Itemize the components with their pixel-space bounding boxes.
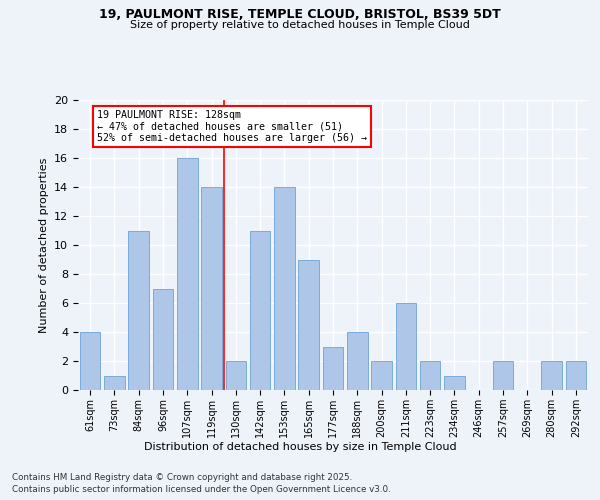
Text: Size of property relative to detached houses in Temple Cloud: Size of property relative to detached ho…	[130, 20, 470, 30]
Text: 19, PAULMONT RISE, TEMPLE CLOUD, BRISTOL, BS39 5DT: 19, PAULMONT RISE, TEMPLE CLOUD, BRISTOL…	[99, 8, 501, 20]
Bar	[128, 230, 149, 390]
Bar	[201, 187, 222, 390]
Text: Contains public sector information licensed under the Open Government Licence v3: Contains public sector information licen…	[12, 485, 391, 494]
Bar	[152, 288, 173, 390]
Bar	[323, 346, 343, 390]
Bar	[226, 361, 246, 390]
Bar	[420, 361, 440, 390]
Bar	[274, 187, 295, 390]
Bar	[493, 361, 514, 390]
Bar	[541, 361, 562, 390]
Bar	[444, 376, 465, 390]
Y-axis label: Number of detached properties: Number of detached properties	[38, 158, 49, 332]
Text: Contains HM Land Registry data © Crown copyright and database right 2025.: Contains HM Land Registry data © Crown c…	[12, 472, 352, 482]
Bar	[347, 332, 368, 390]
Bar	[177, 158, 197, 390]
Bar	[104, 376, 125, 390]
Text: Distribution of detached houses by size in Temple Cloud: Distribution of detached houses by size …	[143, 442, 457, 452]
Bar	[80, 332, 100, 390]
Bar	[250, 230, 271, 390]
Bar	[395, 303, 416, 390]
Text: 19 PAULMONT RISE: 128sqm
← 47% of detached houses are smaller (51)
52% of semi-d: 19 PAULMONT RISE: 128sqm ← 47% of detach…	[97, 110, 367, 144]
Bar	[566, 361, 586, 390]
Bar	[371, 361, 392, 390]
Bar	[298, 260, 319, 390]
